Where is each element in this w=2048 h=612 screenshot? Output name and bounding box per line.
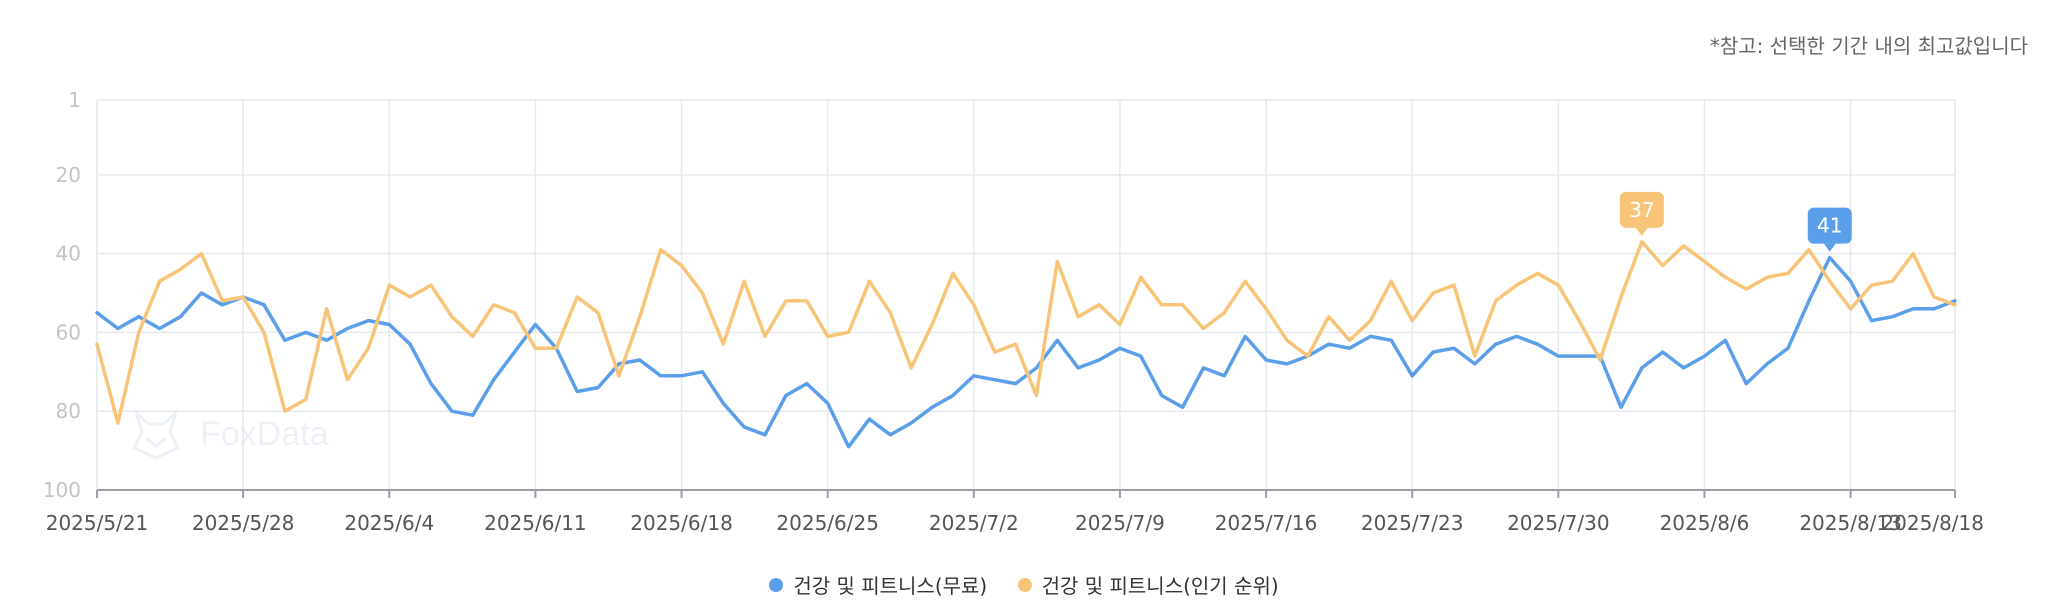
reference-note: *참고: 선택한 기간 내의 최고값입니다 (1709, 34, 2028, 58)
x-tick-label: 2025/7/16 (1215, 511, 1318, 535)
series-line-free[interactable] (95, 255, 1957, 449)
y-tick-label: 60 (56, 320, 81, 344)
x-tick-label: 2025/8/6 (1660, 511, 1750, 535)
peak-pointer (1635, 227, 1648, 236)
legend-item-free[interactable]: 건강 및 피트니스(무료) (769, 570, 987, 599)
y-tick-label: 20 (56, 163, 81, 187)
x-tick-label: 2025/7/9 (1075, 511, 1165, 535)
x-axis: 2025/5/21 2025/5/28 2025/6/4 2025/6/11 2025/… (46, 489, 1984, 535)
x-tick-label: 2025/5/21 (46, 511, 149, 535)
foxdata-watermark: FoxData (132, 410, 329, 460)
y-axis-ticks: 1 20 40 60 80 100 (43, 88, 81, 502)
x-tick-label: 2025/8/13 (1799, 511, 1902, 535)
x-tick-label: 2025/7/2 (929, 511, 1019, 535)
y-tick-label: 100 (43, 478, 81, 502)
peak-marker-popular: 37 (1619, 191, 1664, 236)
fox-logo-icon (132, 410, 180, 460)
x-tick-label: 2025/6/11 (484, 511, 587, 535)
peak-pointer (1823, 243, 1836, 252)
x-tick-label: 2025/8/18 (1881, 511, 1984, 535)
grid-lines (96, 99, 1956, 491)
peak-marker-free: 41 (1807, 207, 1852, 252)
watermark-text: FoxData (200, 415, 329, 453)
peak-label: 37 (1629, 198, 1654, 222)
legend-dot-popular (1017, 577, 1032, 592)
y-tick-label: 1 (68, 88, 81, 112)
y-tick-label: 80 (56, 399, 81, 423)
x-tick-label: 2025/5/28 (192, 511, 295, 535)
series-line-popular[interactable] (95, 240, 1957, 425)
series-lines (95, 240, 1957, 449)
peak-bubble (1619, 191, 1664, 228)
peak-label: 41 (1817, 214, 1842, 238)
x-tick-label: 2025/6/18 (630, 511, 733, 535)
legend-dot-free (769, 577, 784, 592)
peak-bubble (1807, 207, 1852, 244)
x-tick-label: 2025/6/4 (344, 511, 434, 535)
y-tick-label: 40 (56, 242, 81, 266)
legend-label-free: 건강 및 피트니스(무료) (793, 574, 988, 598)
legend: 건강 및 피트니스(무료) 건강 및 피트니스(인기 순위) (0, 570, 2048, 599)
x-tick-label: 2025/7/23 (1361, 511, 1464, 535)
legend-label-popular: 건강 및 피트니스(인기 순위) (1041, 574, 1279, 598)
x-tick-label: 2025/6/25 (776, 511, 879, 535)
x-tick-label: 2025/7/30 (1507, 511, 1610, 535)
peak-markers: 41 37 (1619, 191, 1852, 252)
legend-item-popular[interactable]: 건강 및 피트니스(인기 순위) (1017, 570, 1279, 599)
